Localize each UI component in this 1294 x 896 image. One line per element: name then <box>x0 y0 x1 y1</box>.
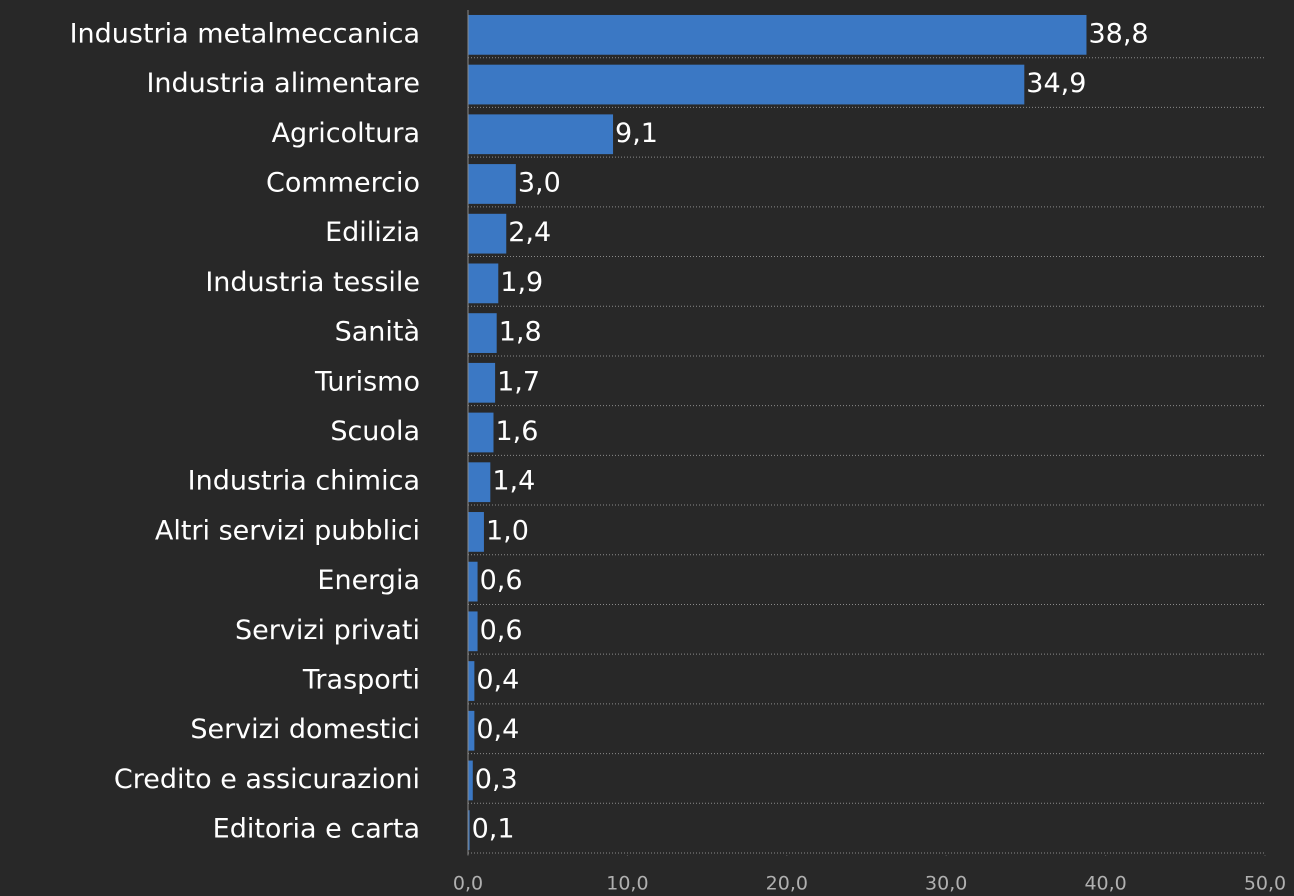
value-label: 9,1 <box>615 118 658 149</box>
value-label: 0,4 <box>476 714 519 745</box>
bar <box>468 462 491 503</box>
value-label: 1,8 <box>499 317 542 348</box>
category-label: Commercio <box>266 167 420 198</box>
bar <box>468 213 507 254</box>
category-label: Sanità <box>335 317 420 348</box>
x-tick-label: 0,0 <box>453 873 483 895</box>
value-label: 1,4 <box>492 466 535 497</box>
category-label: Scuola <box>330 416 420 447</box>
category-label: Industria metalmeccanica <box>70 18 420 49</box>
category-label: Credito e assicurazioni <box>114 764 420 795</box>
bar <box>468 412 494 453</box>
bar <box>468 313 497 353</box>
value-label: 1,7 <box>497 366 540 397</box>
bar <box>468 611 478 652</box>
category-label: Editoria e carta <box>213 814 420 845</box>
value-label: 3,0 <box>518 167 561 198</box>
bar <box>468 760 473 801</box>
value-label: 2,4 <box>508 217 551 248</box>
x-tick-label: 20,0 <box>766 873 808 895</box>
category-label: Agricoltura <box>272 118 420 149</box>
value-label: 0,1 <box>472 814 515 845</box>
value-label: 38,8 <box>1088 18 1148 49</box>
bar <box>468 114 614 155</box>
bar <box>468 661 475 701</box>
value-label: 34,9 <box>1026 68 1086 99</box>
category-label: Energia <box>317 565 420 596</box>
category-label: Turismo <box>314 366 420 397</box>
x-tick-label: 40,0 <box>1084 873 1126 895</box>
bar <box>468 164 516 204</box>
value-label: 0,4 <box>476 665 519 696</box>
value-label: 0,3 <box>475 764 518 795</box>
bar <box>468 710 475 751</box>
bar <box>468 362 496 403</box>
category-label: Industria chimica <box>188 466 420 497</box>
category-label: Servizi domestici <box>190 714 420 745</box>
category-label: Trasporti <box>302 665 420 696</box>
bar <box>468 810 470 851</box>
category-label: Edilizia <box>325 217 420 248</box>
x-tick-label: 10,0 <box>606 873 648 895</box>
category-label: Industria tessile <box>205 267 420 298</box>
x-tick-label: 50,0 <box>1244 873 1286 895</box>
value-label: 1,0 <box>486 515 529 546</box>
value-label: 0,6 <box>480 615 523 646</box>
bar <box>468 561 478 602</box>
category-label: Industria alimentare <box>146 68 420 99</box>
bar <box>468 263 499 304</box>
bar <box>468 512 484 552</box>
category-label: Servizi privati <box>235 615 420 646</box>
bar <box>468 64 1025 105</box>
value-label: 0,6 <box>480 565 523 596</box>
bar <box>468 14 1087 55</box>
category-label: Altri servizi pubblici <box>155 515 420 546</box>
value-label: 1,9 <box>500 267 543 298</box>
x-tick-label: 30,0 <box>925 873 967 895</box>
value-label: 1,6 <box>496 416 539 447</box>
